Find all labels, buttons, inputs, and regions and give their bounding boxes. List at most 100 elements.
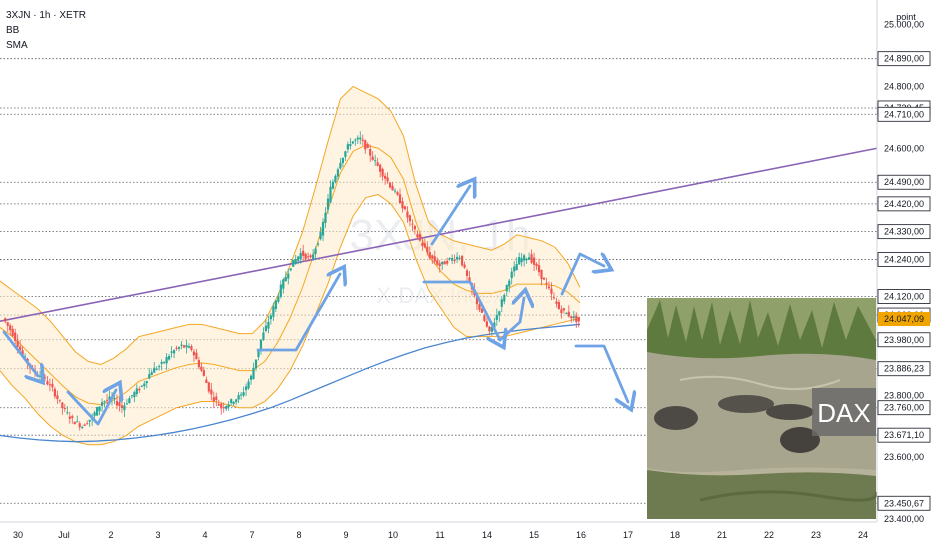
candle-body xyxy=(550,288,553,294)
arrow-1[interactable] xyxy=(2,330,38,376)
candle-body xyxy=(463,264,466,268)
arrow-6[interactable] xyxy=(498,298,524,342)
candle-body xyxy=(349,144,352,146)
candle-body xyxy=(523,255,526,261)
time-tick-label: 11 xyxy=(435,530,444,540)
candle-body xyxy=(138,388,141,391)
candle-body xyxy=(428,252,431,259)
candle-body xyxy=(480,308,484,313)
candle-body xyxy=(421,242,424,246)
sma-line xyxy=(0,323,581,443)
candle-body xyxy=(562,308,565,311)
candle-body xyxy=(314,248,317,254)
candle-body xyxy=(478,304,481,310)
indicator-bb[interactable]: BB xyxy=(6,25,20,36)
candle-body xyxy=(396,192,399,195)
dax-label: DAX xyxy=(817,398,870,428)
candle-body xyxy=(269,315,272,320)
candle-body xyxy=(115,401,119,406)
time-tick-label: 10 xyxy=(388,530,398,540)
arrow-8[interactable] xyxy=(574,344,628,402)
candle-body xyxy=(78,423,81,428)
candle-body xyxy=(577,317,580,322)
level-label-box xyxy=(877,174,931,190)
drawn-arrows[interactable] xyxy=(2,186,628,426)
candle-body xyxy=(103,401,106,403)
candle-body xyxy=(304,253,307,260)
candle-body xyxy=(197,360,200,368)
candle-body xyxy=(446,260,449,264)
candle-body xyxy=(530,254,533,263)
candle-body xyxy=(379,164,382,172)
time-tick-label: 17 xyxy=(623,530,633,540)
candle-body xyxy=(423,243,426,248)
arrow-2[interactable] xyxy=(66,390,116,426)
arrow-4[interactable] xyxy=(430,186,470,246)
candle-body xyxy=(525,258,528,261)
candle-body xyxy=(150,372,153,376)
time-tick-label: 24 xyxy=(858,530,868,540)
candle-body xyxy=(341,157,344,164)
candle-body xyxy=(386,177,389,182)
price-tick-label: 24.600,00 xyxy=(884,143,924,153)
price-axis[interactable]: point 25.000,00 24.800,00 24.600,00 23.800,… xyxy=(876,0,932,524)
candle-body xyxy=(475,296,479,305)
level-label: 23.886,23 xyxy=(884,364,924,374)
candle-body xyxy=(252,367,255,380)
candle-body xyxy=(83,424,86,426)
candle-body xyxy=(493,322,496,330)
indicator-sma[interactable]: SMA xyxy=(6,40,28,51)
candle-body xyxy=(105,399,109,401)
candle-body xyxy=(555,301,558,304)
candle-body xyxy=(76,421,79,423)
level-label: 24.890,00 xyxy=(884,54,924,64)
candle-body xyxy=(339,162,342,169)
time-tick-label: 8 xyxy=(296,530,301,540)
candle-body xyxy=(100,402,104,406)
candle-body xyxy=(140,385,143,387)
arrow-7[interactable] xyxy=(560,254,604,296)
last-price-box xyxy=(878,312,930,327)
candle-body xyxy=(56,395,59,400)
candle-body xyxy=(408,215,412,222)
sma-200-line xyxy=(0,323,581,443)
candle-body xyxy=(351,141,354,144)
candle-body xyxy=(436,260,439,265)
time-tick-label: Jul xyxy=(58,530,70,540)
bb-basis-line xyxy=(0,144,581,406)
candle-body xyxy=(267,321,270,329)
candle-body xyxy=(364,140,367,150)
time-axis[interactable]: 30 Jul 2 3 4 7 8 9 10 11 14 15 16 17 18 21 22 23 24 xyxy=(0,521,877,540)
symbol-line: 3XJN · 1h · XETR xyxy=(6,10,87,21)
candle-body xyxy=(465,270,469,276)
candle-body xyxy=(433,256,436,262)
candle-body xyxy=(98,406,101,412)
candle-body xyxy=(513,266,516,272)
candle-body xyxy=(68,416,71,419)
candle-body xyxy=(200,366,203,371)
candle-body xyxy=(376,162,379,166)
candle-body xyxy=(86,423,89,425)
candle-body xyxy=(297,256,300,261)
candle-body xyxy=(168,356,171,360)
arrow-3[interactable] xyxy=(256,274,340,352)
candle-body xyxy=(123,405,126,411)
candle-body xyxy=(453,259,456,261)
candle-body xyxy=(403,206,407,210)
level-label: 24.240,00 xyxy=(884,254,924,264)
candle-body xyxy=(9,325,12,331)
candle-body xyxy=(220,403,223,409)
bollinger-bands xyxy=(0,85,581,446)
candle-body xyxy=(4,318,7,322)
candle-body xyxy=(163,361,166,363)
candle-body xyxy=(282,279,285,289)
level-label: 24.710,00 xyxy=(884,109,924,119)
candle-body xyxy=(557,302,560,310)
candle-body xyxy=(205,379,208,384)
time-tick-label: 21 xyxy=(717,530,727,540)
candle-body xyxy=(535,263,538,267)
time-tick-label: 18 xyxy=(670,530,680,540)
candle-body xyxy=(416,234,419,238)
arrow-5[interactable] xyxy=(422,280,500,340)
